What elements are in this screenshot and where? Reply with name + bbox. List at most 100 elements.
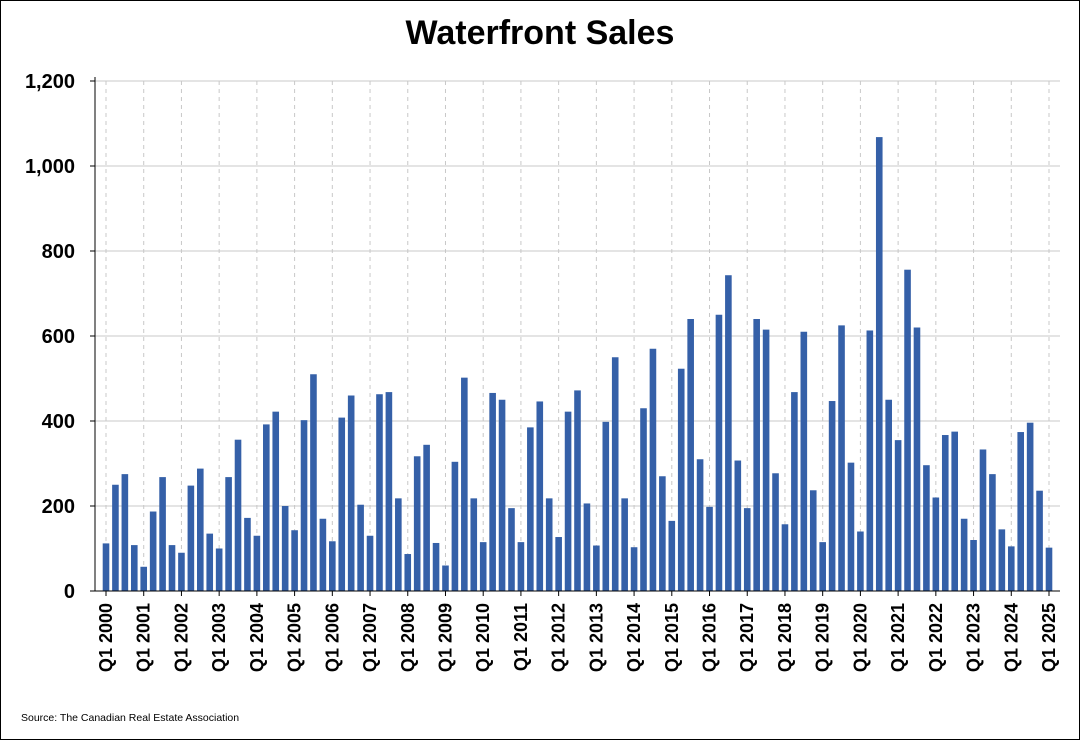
bar [847,462,855,591]
bar [385,392,393,591]
bar [1017,432,1025,591]
bar [102,543,110,591]
bar [574,390,581,591]
bar [215,548,223,591]
bar [178,552,185,591]
bar [140,566,148,591]
bar [432,542,440,591]
bar [838,325,845,591]
x-tick-label: Q1 2008 [398,603,418,672]
x-tick-label: Q1 2017 [737,603,757,672]
bar [791,392,798,591]
x-tick-label: Q1 2003 [209,603,229,672]
x-tick-label: Q1 2020 [850,603,870,672]
bar [357,504,364,591]
bar [828,401,836,591]
x-tick-label: Q1 2023 [964,603,984,672]
bar [536,401,544,591]
bar [734,460,742,591]
y-tick-label: 800 [42,241,75,263]
bar [1045,547,1053,591]
y-tick-label: 1,200 [25,71,75,93]
bar [706,506,713,591]
bar [300,420,308,591]
x-tick-label: Q1 2021 [888,603,908,672]
x-tick-label: Q1 2012 [549,603,569,672]
bar [725,275,732,591]
bar [187,485,195,591]
bar [545,498,553,591]
bar [932,497,940,591]
bar [753,319,760,591]
bar [630,547,638,591]
x-tick-label: Q1 2000 [96,603,116,672]
bar [329,541,336,591]
bar [263,424,270,591]
bar [112,484,119,591]
y-tick-label: 400 [42,411,75,433]
y-tick-label: 200 [42,496,75,518]
x-tick-label: Q1 2015 [662,603,682,672]
bar [894,440,902,591]
bar [527,427,534,591]
x-tick-label: Q1 2022 [926,603,946,672]
x-tick-label: Q1 2016 [700,603,720,672]
bar [272,411,280,591]
bar [781,524,789,591]
bar [451,461,459,591]
bar [970,540,977,591]
bar [206,533,214,591]
bar [913,327,921,591]
bar [376,394,383,591]
grid-layer [95,80,1060,591]
bar [809,490,817,591]
bar [960,518,968,591]
bar [395,498,402,591]
bar [149,511,157,591]
bar [338,417,346,591]
chart-title: Waterfront Sales [405,14,675,52]
bar [319,518,327,591]
bar [423,444,430,591]
x-tick-label: Q1 2004 [247,603,267,672]
x-tick-label: Q1 2013 [586,603,606,672]
bar [253,535,261,591]
bar [677,368,685,591]
bar [479,542,487,591]
bar [800,331,808,591]
x-tick-label: Q1 2019 [813,603,833,672]
bar [904,269,911,591]
bar-layer [102,137,1053,591]
bar [564,411,572,591]
bar [197,468,204,591]
bar [404,554,412,591]
bar [121,474,129,591]
bar [1007,546,1015,591]
bar [602,421,610,591]
source-note: Source: The Canadian Real Estate Associa… [21,712,240,724]
y-tick-label: 0 [64,581,75,603]
bar [649,348,657,591]
bar [461,377,468,591]
bar [989,474,996,591]
x-tick-label: Q1 2024 [1001,603,1021,672]
x-tick-label: Q1 2009 [435,603,455,672]
bar [366,535,374,591]
x-tick-label: Q1 2010 [473,603,493,672]
bar [772,473,779,591]
bar [347,395,355,591]
bar [998,529,1006,591]
bar [413,456,421,591]
bar [583,503,591,591]
bar [244,517,251,591]
bar [234,439,242,591]
bar [470,498,478,591]
bar [819,542,826,591]
bar [555,537,562,591]
bar [621,498,628,591]
bar [866,330,874,591]
bar [281,506,289,591]
bar [857,531,864,591]
